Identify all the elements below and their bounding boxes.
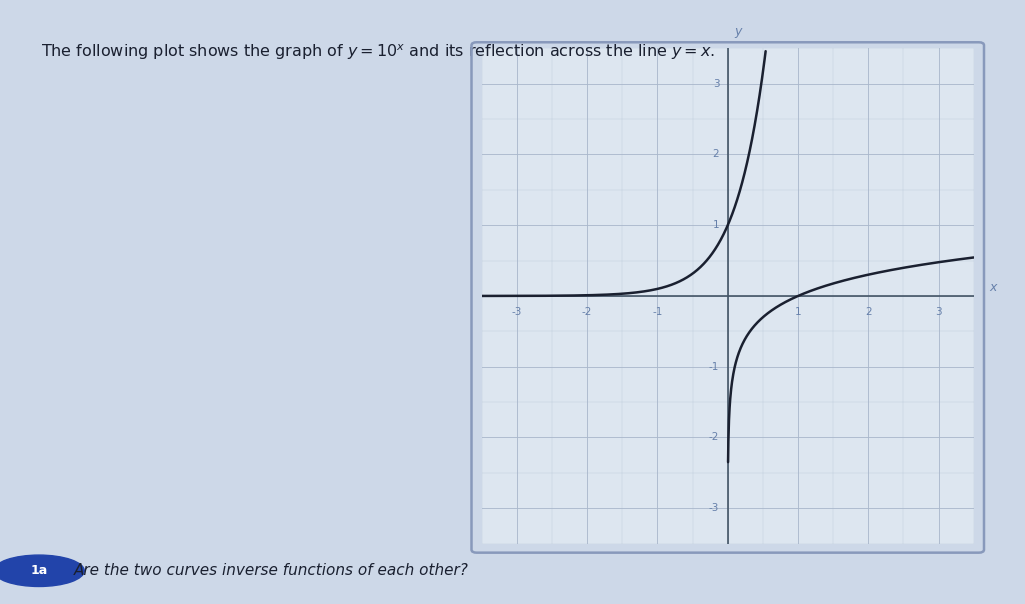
- Text: 1a: 1a: [31, 564, 47, 577]
- Text: -2: -2: [582, 307, 592, 316]
- Text: -3: -3: [709, 503, 720, 513]
- Text: -1: -1: [652, 307, 662, 316]
- Text: 1: 1: [794, 307, 802, 316]
- Text: 3: 3: [935, 307, 942, 316]
- Text: -3: -3: [511, 307, 522, 316]
- Text: x: x: [989, 281, 996, 294]
- Text: -1: -1: [709, 362, 720, 371]
- Text: 2: 2: [712, 149, 720, 159]
- Text: 1: 1: [712, 220, 720, 230]
- Text: -2: -2: [709, 432, 720, 443]
- Text: 3: 3: [712, 79, 720, 89]
- Text: 2: 2: [865, 307, 871, 316]
- Text: y: y: [735, 25, 742, 37]
- Text: Are the two curves inverse functions of each other?: Are the two curves inverse functions of …: [74, 564, 468, 578]
- Text: The following plot shows the graph of $y = 10^x$ and its reflection across the l: The following plot shows the graph of $y…: [41, 42, 715, 62]
